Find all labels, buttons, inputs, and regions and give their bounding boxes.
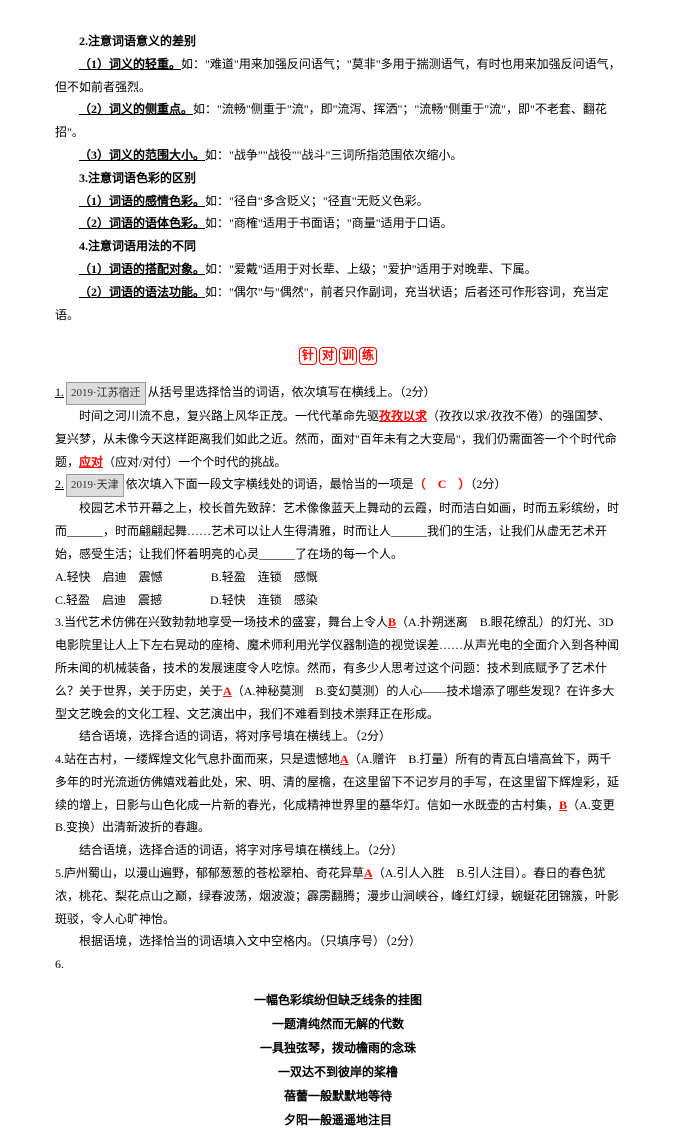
lead-5: （2）词语的语体色彩。	[79, 216, 205, 230]
q1-answer-2: 应对	[79, 455, 103, 469]
heading-2: 2.注意词语意义的差别	[55, 30, 621, 53]
q4-sub: 结合语境，选择合适的词语，将字对序号填在横线上。（2分）	[55, 839, 621, 862]
q3-pre: 3.当代艺术仿佛在兴致勃勃地享受一场技术的盛宴，舞台上令人	[55, 615, 388, 629]
q1-answer-1: 孜孜以求	[379, 409, 427, 423]
rest-6: 如："爱戴"适用于对长辈、上级；"爱护"适用于对晚辈、下属。	[205, 262, 537, 276]
q4-answer-1: A	[340, 752, 349, 766]
q3-answer-1: B	[388, 615, 396, 629]
rest-3: 如："战争""战役""战斗"三词所指范围依次缩小。	[205, 148, 462, 162]
badge-char-1: 针	[299, 347, 317, 365]
q2-optA: A.轻快 启迪 震憾 B.轻盈 连锁 感慨	[55, 566, 621, 589]
q1-body-a: 时间之河川流不息，复兴路上风华正茂。一代代革命先驱	[79, 409, 379, 423]
poem-line-1: 一幅色彩缤纷但缺乏线条的挂图	[55, 988, 621, 1012]
question-1-head: 1.2019·江苏宿迁从括号里选择恰当的词语，依次填写在横线上。（2分）	[55, 381, 621, 405]
rest-4: 如："径自"多含贬义；"径直"无贬义色彩。	[205, 194, 429, 208]
rest-5: 如："商榷"适用于书面语；"商量"适用于口语。	[205, 216, 453, 230]
lead-4: （1）词语的感情色彩。	[79, 194, 205, 208]
lead-1: （1）词义的轻重。	[79, 57, 181, 71]
para-6: （1）词语的搭配对象。如："爱戴"适用于对长辈、上级；"爱护"适用于对晚辈、下属…	[55, 258, 621, 281]
para-3: （3）词义的范围大小。如："战争""战役""战斗"三词所指范围依次缩小。	[55, 144, 621, 167]
lead-3: （3）词义的范围大小。	[79, 148, 205, 162]
q3-answer-2: A	[223, 684, 232, 698]
badge-char-2: 对	[319, 347, 337, 365]
q4-pre: 4.站在古村，一缕辉煌文化气息扑面而来，只是遗憾地	[55, 752, 340, 766]
para-7: （2）词语的语法功能。如："偶尔"与"偶然"，前者只作副词，充当状语；后者还可作…	[55, 281, 621, 327]
question-6-num: 6.	[55, 953, 621, 976]
q2-optD-text: D.轻快 连锁 感染	[210, 593, 318, 607]
q2-optC-text: C.轻盈 启迪 震撼	[55, 593, 162, 607]
q5-sub: 根据语境，选择恰当的词语填入文中空格内。（只填序号）（2分）	[55, 930, 621, 953]
question-4-body: 4.站在古村，一缕辉煌文化气息扑面而来，只是遗憾地A（A.赠许 B.打量）所有的…	[55, 748, 621, 839]
q4-answer-2: B	[559, 798, 567, 812]
lead-2: （2）词义的侧重点。	[79, 102, 193, 116]
q2-exam-tag: 2019·天津	[66, 474, 124, 497]
heading-4: 4.注意词语用法的不同	[55, 235, 621, 258]
question-3-body: 3.当代艺术仿佛在兴致勃勃地享受一场技术的盛宴，舞台上令人B（A.扑朔迷离 B.…	[55, 611, 621, 725]
question-2-head: 2.2019·天津依次填入下面一段文字横线处的词语，最恰当的一项是（ C ）（2…	[55, 473, 621, 497]
q2-optC: C.轻盈 启迪 震撼 D.轻快 连锁 感染	[55, 589, 621, 612]
q2-num: 2.	[55, 477, 64, 491]
para-1: （1）词义的轻重。如："难道"用来加强反问语气；"莫非"多用于揣测语气，有时也用…	[55, 53, 621, 99]
q3-sub: 结合语境，选择合适的词语，将对序号填在横线上。（2分）	[55, 725, 621, 748]
q1-prompt: 从括号里选择恰当的词语，依次填写在横线上。（2分）	[148, 385, 436, 399]
q2-score: （2分）	[470, 477, 506, 491]
q2-prompt: 依次填入下面一段文字横线处的词语，最恰当的一项是	[126, 477, 414, 491]
q1-body-c: （应对/对付）一个个时代的挑战。	[103, 455, 286, 469]
question-2-body: 校园艺术节开幕之上，校长首先致辞：艺术像像蓝天上舞动的云霞，时而洁白如画，时而五…	[55, 497, 621, 565]
practice-badge: 针对训练	[55, 344, 621, 367]
para-5: （2）词语的语体色彩。如："商榷"适用于书面语；"商量"适用于口语。	[55, 212, 621, 235]
q5-answer-1: A	[364, 866, 373, 880]
para-4: （1）词语的感情色彩。如："径自"多含贬义；"径直"无贬义色彩。	[55, 190, 621, 213]
question-5-body: 5.庐州蜀山，以漫山遍野，郁郁葱葱的苍松翠柏、奇花异草A（A.引人入胜 B.引人…	[55, 862, 621, 930]
q2-optA-text: A.轻快 启迪 震憾	[55, 570, 163, 584]
poem-line-7: 夕阳一般遥遥地注目	[55, 1108, 621, 1132]
lead-6: （1）词语的搭配对象。	[79, 262, 205, 276]
q1-exam-tag: 2019·江苏宿迁	[66, 382, 146, 405]
poem-line-4: 一双达不到彼岸的桨橹	[55, 1060, 621, 1084]
poem-line-6: 蓓蕾一般默默地等待	[55, 1084, 621, 1108]
badge-char-3: 训	[339, 347, 357, 365]
question-1-body: 时间之河川流不息，复兴路上风华正茂。一代代革命先驱孜孜以求（孜孜以求/孜孜不倦）…	[55, 405, 621, 473]
q2-answer: （ C ）	[414, 477, 471, 491]
para-2: （2）词义的侧重点。如："流畅"侧重于"流"，即"流泻、挥洒"；"流畅"侧重于"…	[55, 98, 621, 144]
q1-num: 1.	[55, 385, 64, 399]
poem-block: 一幅色彩缤纷但缺乏线条的挂图 一题清纯然而无解的代数 一具独弦琴，拨动檐雨的念珠…	[55, 988, 621, 1132]
q5-pre: 5.庐州蜀山，以漫山遍野，郁郁葱葱的苍松翠柏、奇花异草	[55, 866, 364, 880]
poem-line-3: 一具独弦琴，拨动檐雨的念珠	[55, 1036, 621, 1060]
lead-7: （2）词语的语法功能。	[79, 285, 205, 299]
badge-char-4: 练	[359, 347, 377, 365]
q2-optB-text: B.轻盈 连锁 感慨	[211, 570, 318, 584]
poem-line-2: 一题清纯然而无解的代数	[55, 1012, 621, 1036]
heading-3: 3.注意词语色彩的区别	[55, 167, 621, 190]
